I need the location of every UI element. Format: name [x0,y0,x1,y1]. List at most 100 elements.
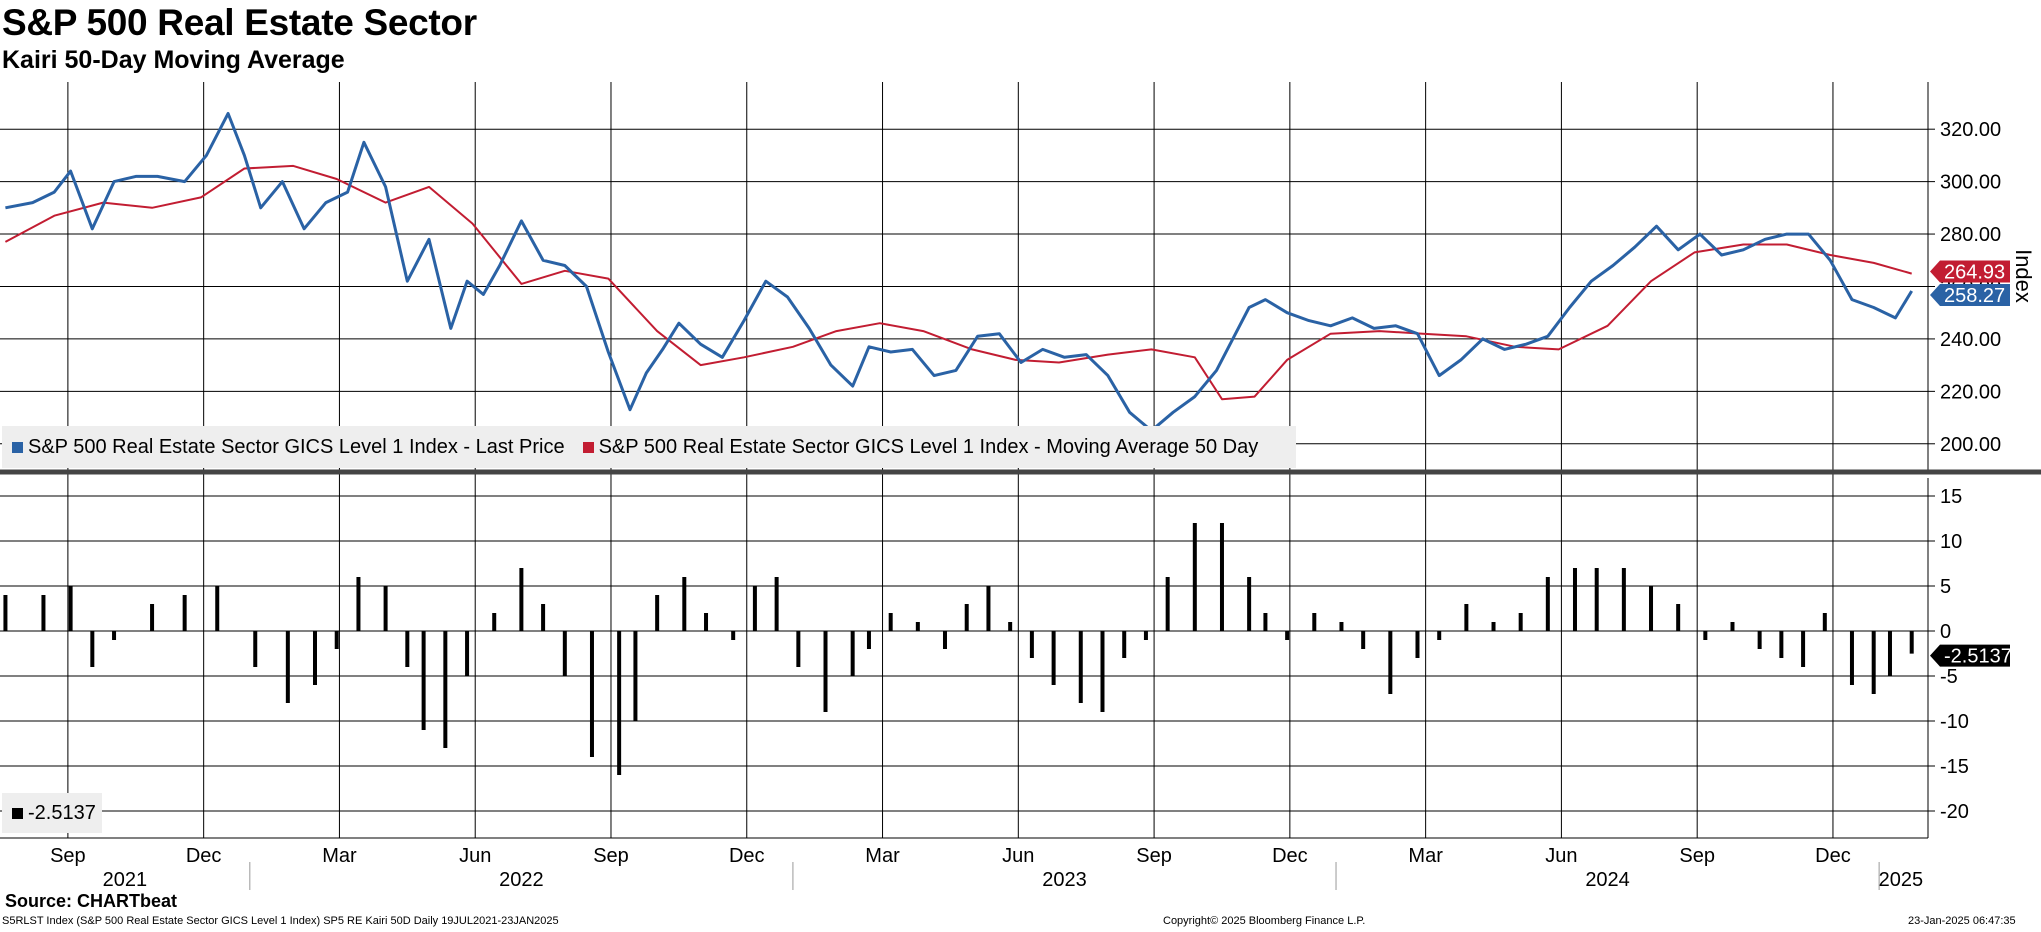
kairi-bar [1008,622,1013,631]
kairi-bar [1361,631,1366,649]
x-tick-month-label: Sep [50,845,86,867]
kairi-bar [655,595,660,631]
x-tick-month-label: Dec [186,845,222,867]
kairi-bar [704,613,709,631]
kairi-bar [1887,631,1892,676]
kairi-bar [617,631,622,775]
kairi-bar [1051,631,1056,685]
legend-item-moving-average: S&P 500 Real Estate Sector GICS Level 1 … [582,436,1258,459]
kairi-bar [150,604,155,631]
kairi-bar [682,577,687,631]
kairi-bar [383,586,388,631]
kairi-bar [356,577,361,631]
ma-last-value-tag [1930,260,2010,283]
lower-legend-value: -2.5137 [28,801,96,824]
kairi-bar [1518,613,1523,631]
y-tick-label-upper: 200.00 [1940,434,2001,456]
chart-title: S&P 500 Real Estate Sector [2,2,477,43]
x-tick-month-label: Jun [459,845,491,867]
kairi-bar [964,604,969,631]
legend-swatch-red [582,441,594,453]
legend-swatch-blue [12,441,23,453]
kairi-bar [823,631,828,712]
kairi-bar [182,595,187,631]
kairi-last-value-label: -2.5137 [1944,646,2012,668]
x-tick-month-label: Mar [1408,845,1443,867]
kairi-bar [1078,631,1083,703]
kairi-bar [633,631,638,721]
kairi-bar [1143,631,1148,640]
kairi-bar [731,631,736,640]
kairi-bar [850,631,855,676]
x-year-label: 2021 [103,869,148,891]
kairi-bar [1312,613,1317,631]
kairi-bar [421,631,426,730]
y-tick-label-lower: 15 [1940,486,1962,508]
footer-description: S5RLST Index (S&P 500 Real Estate Sector… [2,915,559,927]
price-last-value-tag [1930,284,2010,307]
kairi-bar [1545,577,1550,631]
kairi-last-value-tag [1930,644,2010,667]
x-year-label: 2025 [1879,869,1924,891]
kairi-bar [1388,631,1393,694]
kairi-bar [1247,577,1252,631]
kairi-bar [1029,631,1034,658]
kairi-bar [1779,631,1784,658]
y-tick-label-lower: 5 [1940,576,1951,598]
y-tick-label-lower: -10 [1940,711,1969,733]
kairi-bar [866,631,871,649]
kairi-bar [1219,523,1224,631]
kairi-bar [541,604,546,631]
kairi-bar [1285,631,1290,640]
kairi-bar [215,586,220,631]
x-tick-month-label: Dec [1815,845,1851,867]
y-tick-label-lower: -5 [1940,666,1958,688]
footer-copyright: Copyright© 2025 Bloomberg Finance L.P. [1163,915,1366,927]
footer-timestamp: 23-Jan-2025 06:47:35 [1908,915,2016,927]
kairi-bar [1730,622,1735,631]
kairi-bar [1192,523,1197,631]
kairi-bar [41,595,46,631]
x-tick-month-label: Mar [865,845,900,867]
kairi-bar [253,631,258,667]
y-tick-label-upper: 240.00 [1940,329,2001,351]
y-tick-label-upper: 320.00 [1940,119,2001,141]
kairi-bar [1849,631,1854,685]
x-tick-month-label: Mar [322,845,357,867]
kairi-bar [1801,631,1806,667]
kairi-bar [1871,631,1876,694]
kairi-bar [405,631,410,667]
kairi-bar [312,631,317,685]
kairi-bar [1122,631,1127,658]
price-last-value-label: 258.27 [1944,285,2005,307]
kairi-bar [90,631,95,667]
y-tick-label-lower: 10 [1940,531,1962,553]
x-year-label: 2023 [1042,869,1087,891]
lower-legend: -2.5137 [2,793,102,833]
x-tick-month-label: Sep [593,845,629,867]
x-tick-month-label: Dec [1272,845,1308,867]
kairi-bar [1339,622,1344,631]
upper-legend: S&P 500 Real Estate Sector GICS Level 1 … [2,426,1296,468]
kairi-bar [1621,568,1626,631]
x-tick-month-label: Dec [729,845,765,867]
kairi-bar [915,622,920,631]
kairi-bar [519,568,524,631]
kairi-bar [1491,622,1496,631]
kairi-bar [3,595,8,631]
kairi-bar [1676,604,1681,631]
ma-last-value-label: 264.93 [1944,262,2005,284]
kairi-bar [1572,568,1577,631]
y-tick-label-lower: -15 [1940,756,1969,778]
legend-label-last-price: S&P 500 Real Estate Sector GICS Level 1 … [28,435,565,458]
chart-subtitle: Kairi 50-Day Moving Average [2,46,345,74]
kairi-bar [589,631,594,757]
kairi-bar [1100,631,1105,712]
kairi-bar [443,631,448,748]
kairi-bar [1415,631,1420,658]
kairi-bar [1757,631,1762,649]
y-axis-title: Index [2011,249,2036,303]
kairi-bar [986,586,991,631]
legend-swatch-black [12,807,23,819]
y-tick-label-lower: 0 [1940,621,1951,643]
